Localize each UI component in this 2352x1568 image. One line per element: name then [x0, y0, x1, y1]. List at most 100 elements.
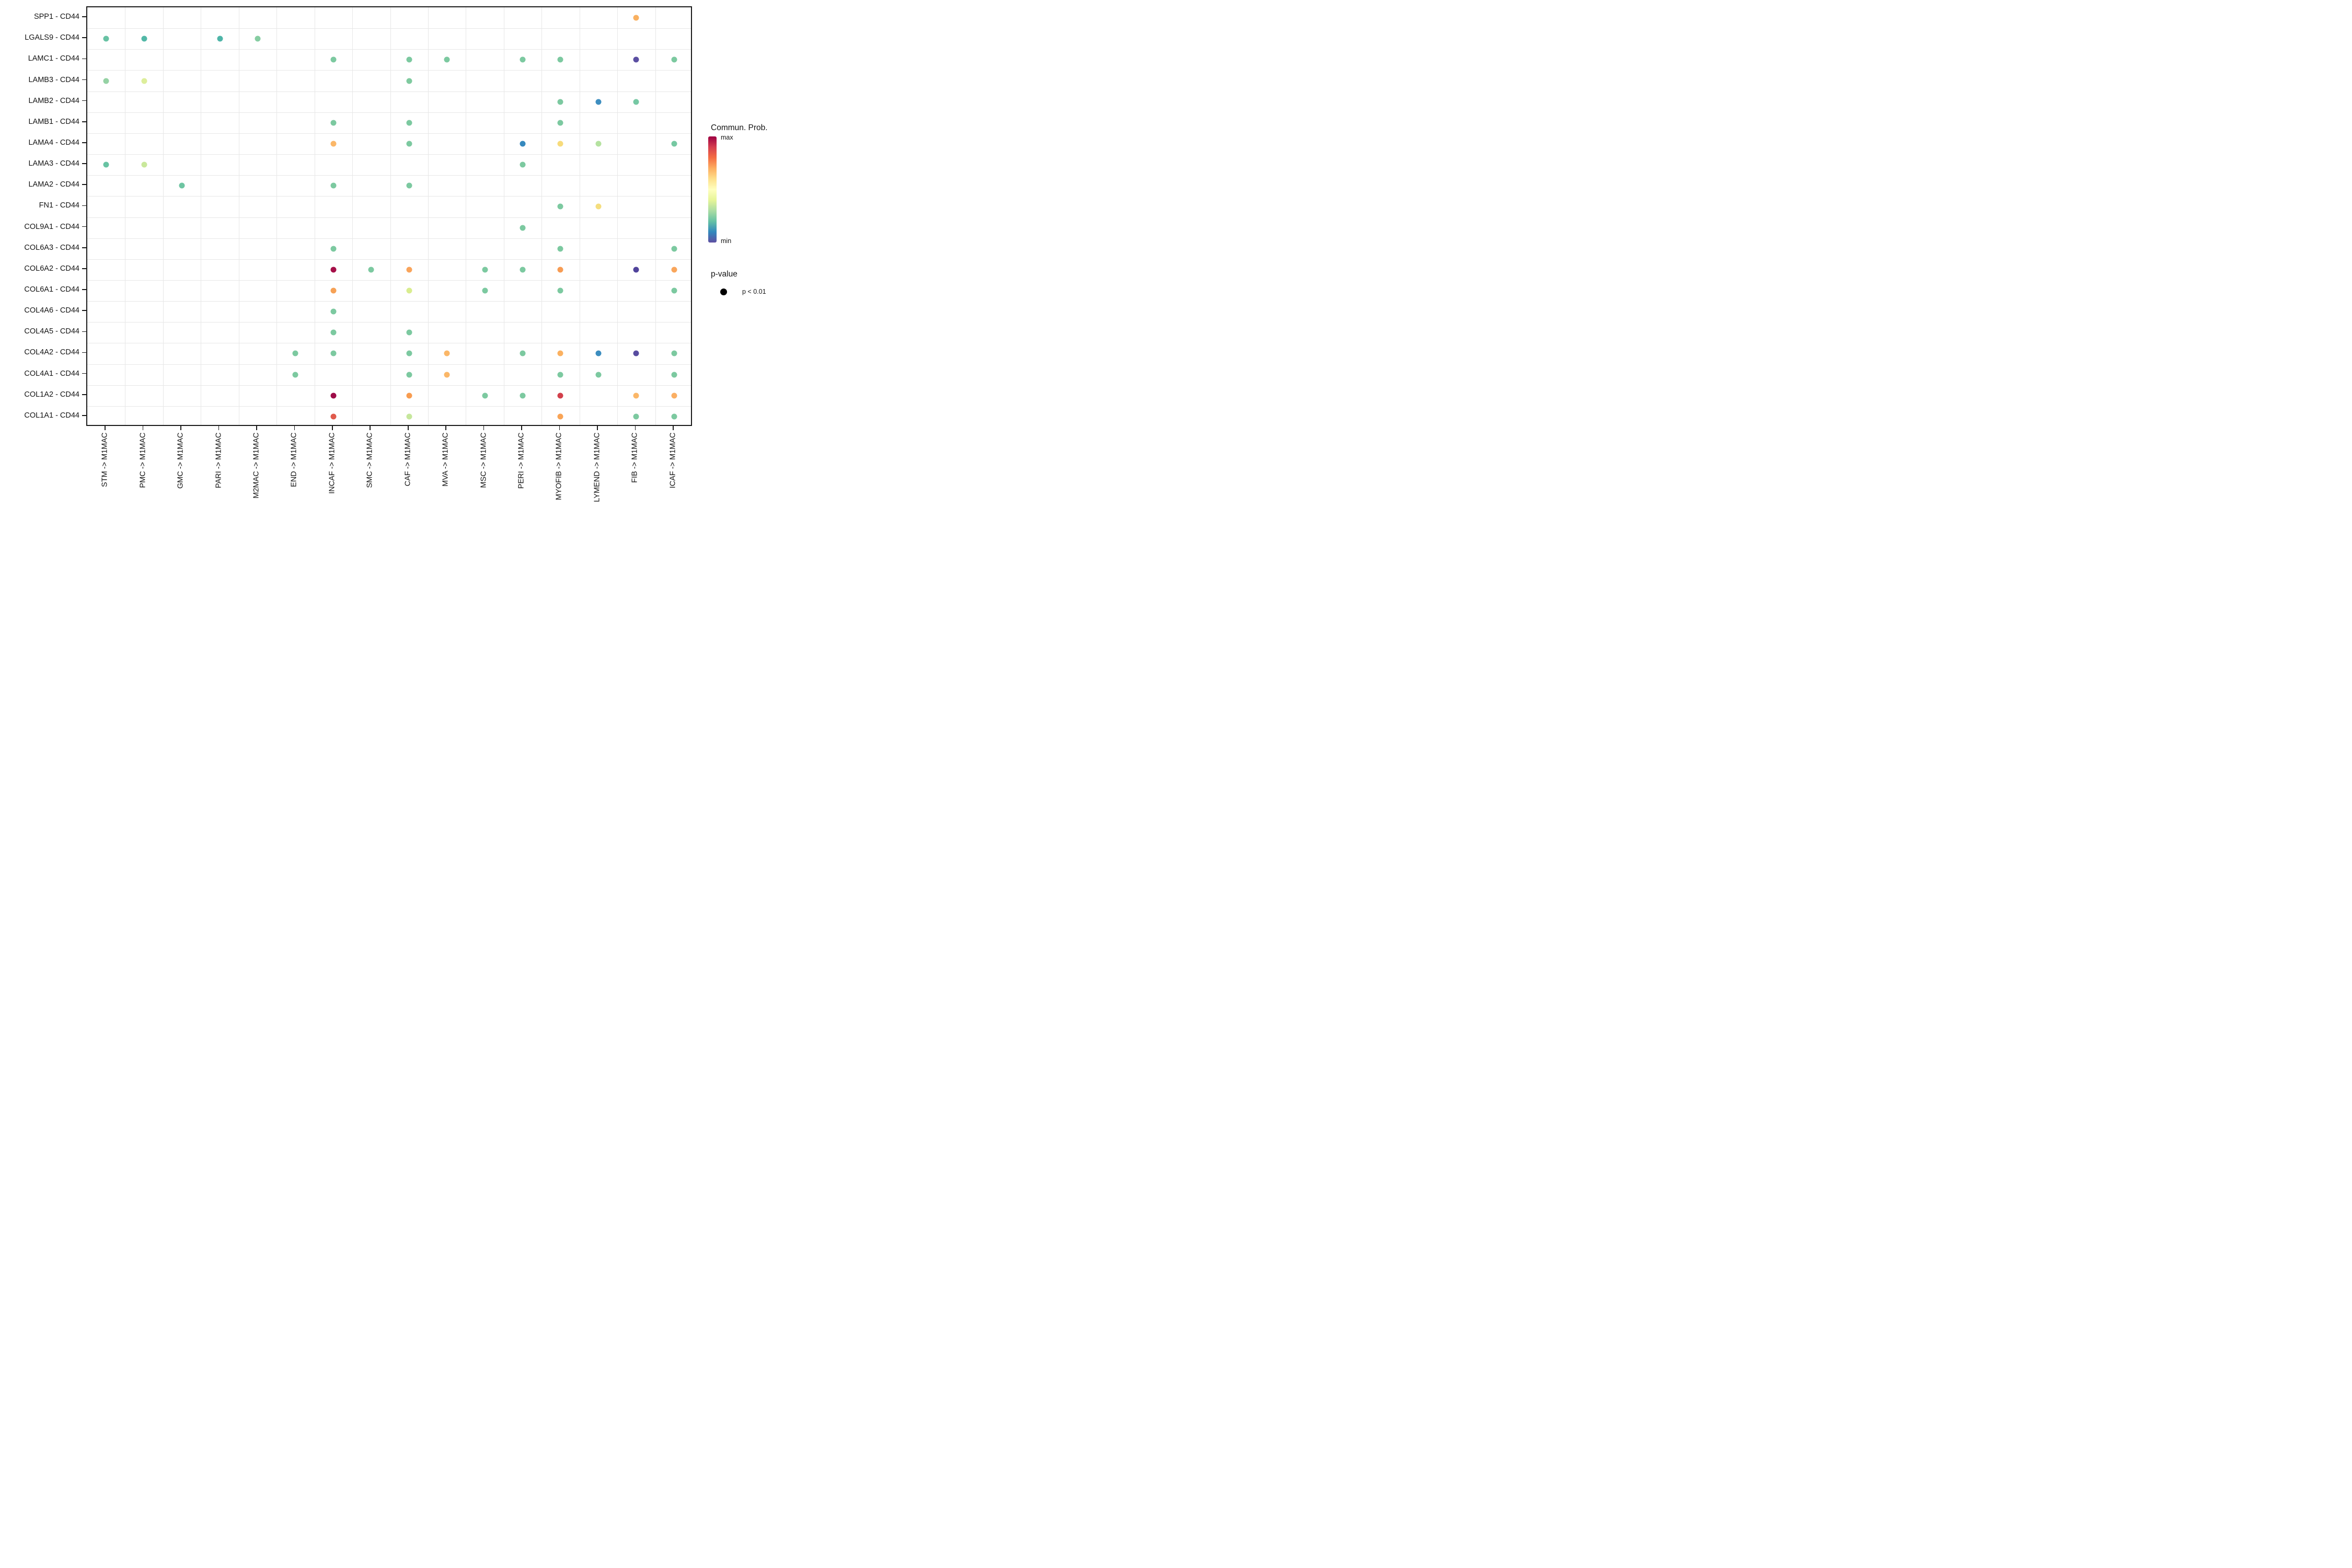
data-point — [557, 413, 563, 420]
y-axis-tick — [82, 226, 86, 227]
gridline-horizontal — [87, 154, 691, 155]
data-point — [330, 267, 337, 273]
x-axis-tick — [635, 426, 636, 430]
x-axis-tick — [105, 426, 106, 430]
gridline-horizontal — [87, 238, 691, 239]
data-point — [141, 162, 147, 168]
y-axis-tick — [82, 58, 86, 60]
y-axis-label: COL6A3 - CD44 — [24, 243, 79, 252]
data-point — [520, 393, 526, 399]
data-point — [330, 56, 337, 63]
y-axis-tick — [82, 163, 86, 164]
gridline-horizontal — [87, 70, 691, 71]
y-axis-label: COL4A5 - CD44 — [24, 327, 79, 336]
data-point — [255, 36, 261, 42]
data-point — [520, 162, 526, 168]
data-point — [330, 413, 337, 420]
data-point — [520, 267, 526, 273]
data-point — [557, 393, 563, 399]
x-axis-label: MVA -> M1MAC — [441, 432, 450, 487]
data-point — [292, 350, 298, 356]
y-axis-label: COL1A1 - CD44 — [24, 411, 79, 420]
gridline-vertical — [276, 7, 278, 425]
y-axis-tick — [82, 352, 86, 353]
pvalue-legend-title: p-value — [711, 270, 737, 279]
x-axis-tick — [597, 426, 598, 430]
pvalue-dot-icon — [720, 289, 727, 295]
gridline-vertical — [352, 7, 353, 425]
y-axis-label: COL6A2 - CD44 — [24, 264, 79, 273]
data-point — [595, 372, 602, 378]
x-axis-label: GMC -> M1MAC — [176, 432, 185, 489]
data-point — [557, 141, 563, 147]
data-point — [595, 203, 602, 210]
x-axis-label: STM -> M1MAC — [100, 432, 109, 487]
gridline-vertical — [541, 7, 543, 425]
data-point — [406, 329, 412, 336]
data-point — [671, 141, 677, 147]
data-point — [330, 182, 337, 189]
data-point — [330, 287, 337, 294]
y-axis-tick — [82, 373, 86, 374]
gridline-horizontal — [87, 112, 691, 113]
x-axis-tick — [180, 426, 181, 430]
colorbar-max-label: max — [721, 134, 733, 141]
x-axis-tick — [142, 426, 144, 430]
y-axis-label: LAMB2 - CD44 — [28, 96, 79, 105]
gridline-horizontal — [87, 364, 691, 365]
x-axis-tick — [483, 426, 485, 430]
x-axis-tick — [332, 426, 333, 430]
x-axis-label: MSC -> M1MAC — [479, 432, 488, 488]
gridline-vertical — [655, 7, 656, 425]
legend: Commun. Prob. max min p-value p < 0.01 — [705, 123, 784, 312]
y-axis-label: LAMA2 - CD44 — [28, 180, 79, 189]
x-axis-label: PERI -> M1MAC — [517, 432, 526, 489]
x-axis-label: PARI -> M1MAC — [214, 432, 223, 488]
gridline-vertical — [428, 7, 429, 425]
data-point — [557, 99, 563, 105]
x-axis-label: FIB -> M1MAC — [630, 432, 639, 483]
data-point — [633, 56, 639, 63]
data-point — [671, 56, 677, 63]
data-point — [141, 78, 147, 84]
data-point — [633, 393, 639, 399]
gridline-horizontal — [87, 406, 691, 407]
y-axis-tick — [82, 100, 86, 101]
data-point — [557, 246, 563, 252]
y-axis-tick — [82, 121, 86, 122]
data-point — [179, 182, 185, 189]
data-point — [520, 350, 526, 356]
gridline-horizontal — [87, 196, 691, 197]
gridline-horizontal — [87, 91, 691, 92]
gridline-horizontal — [87, 259, 691, 260]
colorbar-min-label: min — [721, 237, 732, 245]
data-point — [671, 267, 677, 273]
data-point — [330, 308, 337, 315]
y-axis-tick — [82, 331, 86, 332]
data-point — [595, 141, 602, 147]
y-axis-label: COL4A2 - CD44 — [24, 348, 79, 357]
x-axis-tick — [521, 426, 522, 430]
data-point — [406, 120, 412, 126]
data-point — [482, 393, 488, 399]
y-axis-tick — [82, 247, 86, 248]
data-point — [330, 120, 337, 126]
y-axis-tick — [82, 289, 86, 290]
data-point — [482, 267, 488, 273]
y-axis-tick — [82, 79, 86, 80]
data-point — [444, 56, 450, 63]
data-point — [557, 203, 563, 210]
gridline-vertical — [390, 7, 391, 425]
y-axis-label: COL4A1 - CD44 — [24, 369, 79, 378]
y-axis-label: SPP1 - CD44 — [33, 13, 79, 21]
x-axis-label: SMC -> M1MAC — [365, 432, 374, 488]
x-axis-label: END -> M1MAC — [290, 432, 298, 487]
y-axis-tick — [82, 394, 86, 395]
data-point — [671, 393, 677, 399]
x-axis-tick — [218, 426, 220, 430]
data-point — [330, 246, 337, 252]
data-point — [406, 372, 412, 378]
x-axis-tick — [256, 426, 257, 430]
data-point — [633, 267, 639, 273]
y-axis-tick — [82, 142, 86, 143]
